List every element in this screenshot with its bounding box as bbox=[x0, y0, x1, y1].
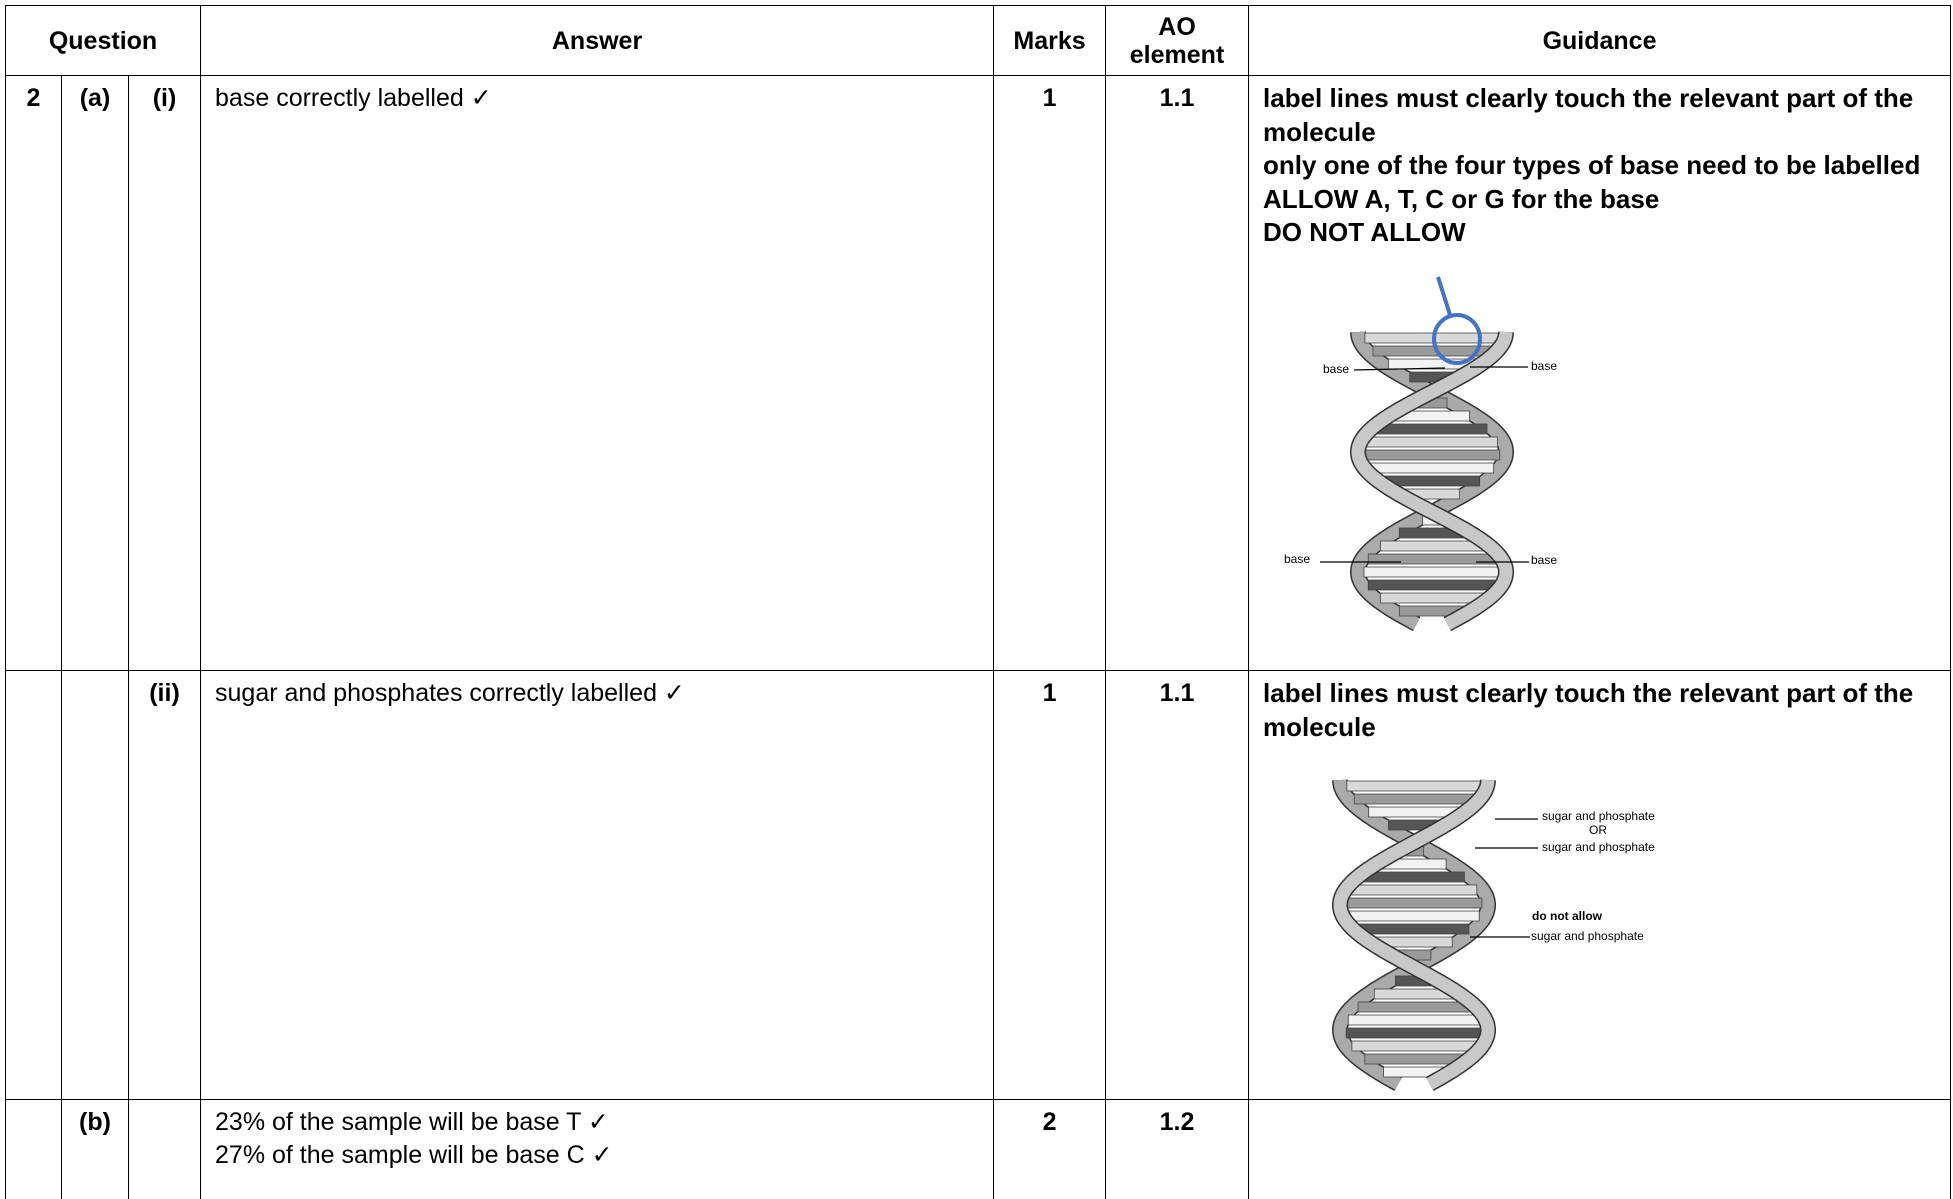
guidance-cell: label lines must clearly touch the relev… bbox=[1248, 670, 1952, 1100]
subpart-cell: (i) bbox=[127, 75, 202, 671]
part-cell bbox=[61, 670, 129, 1100]
guidance-text: only one of the four types of base need … bbox=[1263, 150, 1921, 180]
marks-cell: 2 bbox=[993, 1099, 1107, 1199]
header-text: AO element bbox=[1129, 12, 1225, 69]
mark-scheme-table: Question Answer Marks AO element Guidanc… bbox=[4, 5, 1952, 1199]
part-cell: (a) bbox=[61, 75, 129, 671]
header-cell: Question bbox=[4, 5, 202, 76]
header-cell: AO element bbox=[1105, 5, 1250, 76]
guidance-cell bbox=[1248, 1099, 1952, 1199]
row: 2 (a) (i) base correctly labelled ✓ 1 1.… bbox=[5, 75, 1952, 671]
header-cell: Marks bbox=[993, 5, 1107, 76]
row: (ii) sugar and phosphates correctly labe… bbox=[5, 670, 1952, 1100]
answer-text: sugar and phosphates correctly labelled … bbox=[215, 679, 685, 707]
answer-text: 23% of the sample will be base T ✓ bbox=[215, 1108, 609, 1136]
header-row: Question Answer Marks AO element Guidanc… bbox=[4, 5, 1952, 76]
question-cell bbox=[5, 670, 62, 1100]
part-cell: (b) bbox=[61, 1099, 129, 1199]
row: (b) 23% of the sample will be base T ✓ 2… bbox=[5, 1099, 1952, 1199]
question-cell: 2 bbox=[5, 75, 62, 671]
marks-cell: 1 bbox=[993, 670, 1107, 1100]
guidance-text: DO NOT ALLOW bbox=[1263, 217, 1466, 247]
ao-cell: 1.1 bbox=[1105, 75, 1250, 671]
header-cell: Guidance bbox=[1248, 5, 1952, 76]
guidance-cell: label lines must clearly touch the relev… bbox=[1248, 75, 1952, 671]
guidance-text: ALLOW A, T, C or G for the base bbox=[1263, 183, 1660, 214]
answer-text: 27% of the sample will be base C ✓ bbox=[215, 1141, 613, 1169]
guidance-text: label lines must clearly touch the relev… bbox=[1263, 83, 1914, 147]
subpart-cell bbox=[127, 1099, 202, 1199]
answer-cell: 23% of the sample will be base T ✓ 27% o… bbox=[200, 1099, 995, 1199]
answer-text: base correctly labelled ✓ bbox=[215, 84, 492, 112]
guidance-text: label lines must clearly touch the relev… bbox=[1263, 678, 1914, 742]
marks-cell: 1 bbox=[993, 75, 1107, 671]
answer-cell: sugar and phosphates correctly labelled … bbox=[200, 670, 995, 1100]
subpart-cell: (ii) bbox=[127, 670, 202, 1100]
ao-cell: 1.1 bbox=[1105, 670, 1250, 1100]
ao-cell: 1.2 bbox=[1105, 1099, 1250, 1199]
header-cell: Answer bbox=[200, 5, 995, 76]
answer-cell: base correctly labelled ✓ bbox=[200, 75, 995, 671]
question-cell bbox=[5, 1099, 62, 1199]
